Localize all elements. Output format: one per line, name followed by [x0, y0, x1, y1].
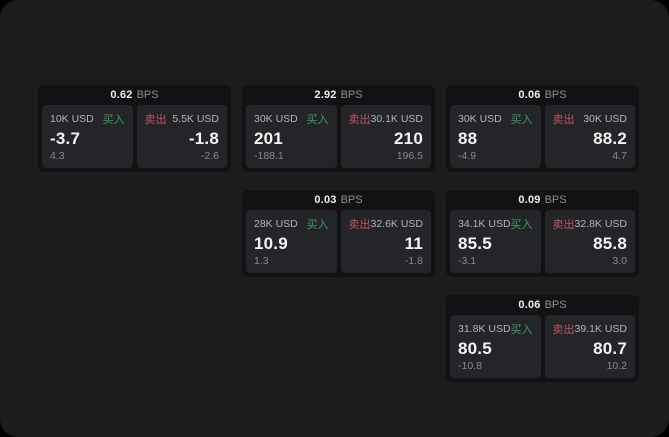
quote-card: 0.03 BPS 28K USD 买入 10.9 1.3 卖出 32.6K US…	[242, 190, 435, 277]
buy-notional-label: 34.1K USD	[458, 218, 511, 230]
buy-delta-value: 1.3	[254, 254, 269, 267]
sell-delta-value: 4.7	[612, 149, 627, 162]
sell-delta-value: -1.8	[404, 254, 423, 267]
buy-quote-panel[interactable]: 30K USD 买入 201 -188.1	[246, 105, 337, 168]
buy-tag: 买入	[510, 114, 533, 126]
sell-delta-value: 3.0	[612, 254, 627, 267]
sell-price-value: 210	[394, 129, 423, 149]
buy-notional-label: 30K USD	[458, 113, 502, 125]
sell-tag: 卖出	[144, 114, 167, 126]
sell-price-value: -1.8	[188, 129, 219, 149]
bps-value: 0.06	[518, 89, 541, 101]
quote-card: 2.92 BPS 30K USD 买入 201 -188.1 卖出 30.1K …	[242, 85, 435, 172]
bps-unit-label: BPS	[340, 89, 363, 101]
buy-notional-label: 10K USD	[50, 113, 94, 125]
sell-quote-panel[interactable]: 卖出 30.1K USD 210 196.5	[340, 105, 431, 168]
sell-tag: 卖出	[552, 324, 575, 336]
buy-quote-panel[interactable]: 34.1K USD 买入 85.5 -3.1	[450, 210, 541, 273]
buy-price-value: 88	[458, 129, 478, 149]
sell-notional-label: 30K USD	[583, 113, 627, 125]
sell-quote-panel[interactable]: 卖出 5.5K USD -1.8 -2.6	[136, 105, 227, 168]
buy-price-value: 80.5	[458, 339, 492, 359]
buy-delta-value: -188.1	[254, 149, 284, 162]
bps-unit-label: BPS	[340, 194, 363, 206]
buy-quote-panel[interactable]: 28K USD 买入 10.9 1.3	[246, 210, 337, 273]
buy-quote-panel[interactable]: 31.8K USD 买入 80.5 -10.8	[450, 315, 541, 378]
sell-delta-value: 196.5	[396, 149, 423, 162]
buy-delta-value: -3.1	[458, 254, 477, 267]
buy-notional-label: 31.8K USD	[458, 323, 511, 335]
buy-price-value: 85.5	[458, 234, 492, 254]
sell-notional-label: 32.6K USD	[370, 218, 424, 230]
sell-quote-panel[interactable]: 卖出 32.8K USD 85.8 3.0	[544, 210, 635, 273]
buy-notional-label: 28K USD	[254, 218, 298, 230]
sell-price-value: 85.8	[593, 234, 627, 254]
bps-value: 0.09	[518, 194, 541, 206]
sell-price-value: 80.7	[593, 339, 627, 359]
bps-value: 0.03	[314, 194, 337, 206]
sell-tag: 卖出	[348, 219, 371, 231]
sell-quote-panel[interactable]: 卖出 32.6K USD 11 -1.8	[340, 210, 431, 273]
bps-value: 2.92	[314, 89, 337, 101]
card-header: 2.92 BPS	[246, 85, 431, 105]
buy-price-value: -3.7	[50, 129, 81, 149]
card-header: 0.62 BPS	[42, 85, 227, 105]
bps-unit-label: BPS	[544, 194, 567, 206]
card-header: 0.06 BPS	[450, 295, 635, 315]
bps-unit-label: BPS	[136, 89, 159, 101]
sell-tag: 卖出	[552, 114, 575, 126]
sell-quote-panel[interactable]: 卖出 30K USD 88.2 4.7	[544, 105, 635, 168]
quote-card: 0.06 BPS 30K USD 买入 88 -4.9 卖出 30K USD 8…	[446, 85, 639, 172]
bps-unit-label: BPS	[544, 299, 567, 311]
buy-tag: 买入	[102, 114, 125, 126]
quote-card: 0.06 BPS 31.8K USD 买入 80.5 -10.8 卖出 39.1…	[446, 295, 639, 382]
buy-price-value: 10.9	[254, 234, 288, 254]
sell-price-value: 11	[404, 234, 423, 254]
buy-quote-panel[interactable]: 30K USD 买入 88 -4.9	[450, 105, 541, 168]
sell-notional-label: 5.5K USD	[172, 113, 219, 125]
sell-quote-panel[interactable]: 卖出 39.1K USD 80.7 10.2	[544, 315, 635, 378]
bps-value: 0.62	[110, 89, 133, 101]
buy-delta-value: -10.8	[458, 359, 482, 372]
card-header: 0.06 BPS	[450, 85, 635, 105]
card-header: 0.03 BPS	[246, 190, 431, 210]
sell-notional-label: 30.1K USD	[370, 113, 424, 125]
buy-notional-label: 30K USD	[254, 113, 298, 125]
buy-tag: 买入	[306, 114, 329, 126]
buy-delta-value: 4.3	[50, 149, 65, 162]
sell-tag: 卖出	[348, 114, 371, 126]
buy-delta-value: -4.9	[458, 149, 477, 162]
bps-unit-label: BPS	[544, 89, 567, 101]
bps-value: 0.06	[518, 299, 541, 311]
sell-delta-value: -2.6	[200, 149, 219, 162]
sell-notional-label: 39.1K USD	[574, 323, 628, 335]
buy-price-value: 201	[254, 129, 283, 149]
card-header: 0.09 BPS	[450, 190, 635, 210]
buy-tag: 买入	[510, 324, 533, 336]
sell-notional-label: 32.8K USD	[574, 218, 628, 230]
buy-quote-panel[interactable]: 10K USD 买入 -3.7 4.3	[42, 105, 133, 168]
quote-card: 0.09 BPS 34.1K USD 买入 85.5 -3.1 卖出 32.8K…	[446, 190, 639, 277]
sell-price-value: 88.2	[593, 129, 627, 149]
buy-tag: 买入	[306, 219, 329, 231]
buy-tag: 买入	[510, 219, 533, 231]
sell-delta-value: 10.2	[606, 359, 627, 372]
quote-card: 0.62 BPS 10K USD 买入 -3.7 4.3 卖出 5.5K USD…	[38, 85, 231, 172]
sell-tag: 卖出	[552, 219, 575, 231]
